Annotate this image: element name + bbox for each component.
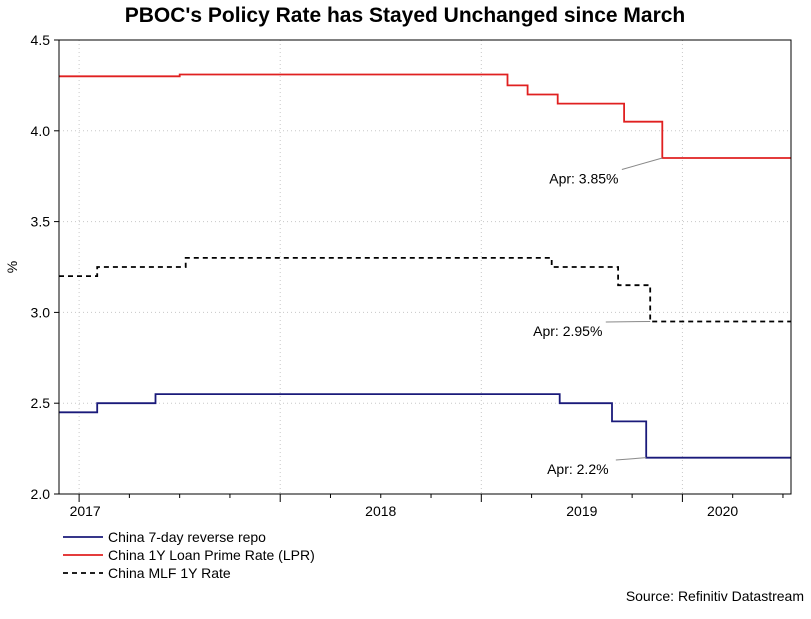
y-axis: 2.0 2.5 3.0 3.5 4.0 4.5 [31, 32, 59, 502]
x-tick-label: 2020 [707, 503, 738, 519]
annotation-leader [605, 320, 651, 323]
legend-label: China 7-day reverse repo [108, 529, 266, 545]
y-tick-label: 3.0 [31, 304, 51, 320]
y-axis-label: % [4, 261, 20, 273]
series-line-1 [59, 393, 791, 459]
annotation-label: Apr: 2.2% [547, 461, 608, 477]
annotation-label: Apr: 2.95% [533, 323, 602, 339]
legend-label: China MLF 1Y Rate [108, 565, 231, 581]
legend: China 7-day reverse repo China 1Y Loan Pr… [63, 529, 315, 581]
y-tick-label: 4.5 [31, 32, 51, 48]
y-tick-label: 2.5 [31, 395, 51, 411]
y-tick-label: 2.0 [31, 486, 51, 502]
x-axis: 2017 2018 2019 2020 [70, 494, 784, 519]
annotations: Apr: 3.85% Apr: 2.95% Apr: 2.2% [533, 157, 663, 477]
series-line-3 [59, 257, 791, 323]
y-tick-label: 4.0 [31, 123, 51, 139]
x-tick-label: 2017 [70, 503, 101, 519]
series-layer [59, 73, 791, 459]
annotation-leader [615, 457, 647, 461]
x-tick-label: 2018 [365, 503, 396, 519]
plot-frame [58, 39, 792, 495]
x-tick-label: 2019 [566, 503, 597, 519]
chart-title: PBOC's Policy Rate has Stayed Unchanged … [125, 4, 686, 27]
y-tick-label: 3.5 [31, 214, 51, 230]
source-note: Source: Refinitiv Datastream [626, 588, 804, 604]
legend-label: China 1Y Loan Prime Rate (LPR) [108, 547, 315, 563]
series-line-2 [59, 73, 791, 159]
annotation-label: Apr: 3.85% [549, 170, 618, 186]
annotation-leader [621, 157, 663, 170]
